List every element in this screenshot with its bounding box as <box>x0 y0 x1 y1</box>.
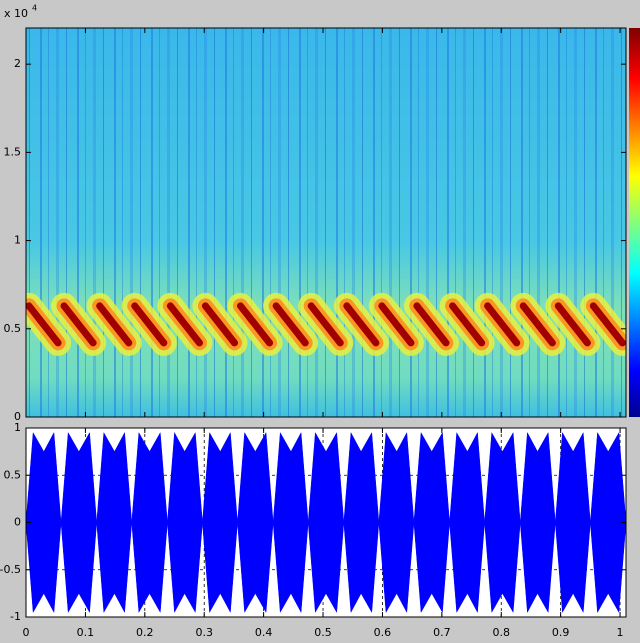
y-offset-power: 4 <box>32 4 37 13</box>
x-tick-label: 0.5 <box>314 626 332 639</box>
y-tick-label: 0 <box>14 410 21 423</box>
y-offset-text: x 10 <box>4 7 28 20</box>
x-tick-label: 0.1 <box>77 626 95 639</box>
x-tick-label: 0.3 <box>195 626 213 639</box>
x-tick-label: 0.2 <box>136 626 154 639</box>
x-tick-label: 0.7 <box>433 626 451 639</box>
y-tick-label: 0.5 <box>4 468 22 481</box>
y-tick-label: -1 <box>10 610 21 623</box>
y-tick-label: -0.5 <box>0 563 21 576</box>
y-tick-label: 1.5 <box>4 145 22 158</box>
y-tick-label: 1 <box>14 234 21 247</box>
waveform-area <box>26 431 626 523</box>
y-tick-label: 2 <box>14 57 21 70</box>
spectrogram-texture <box>26 28 626 417</box>
x-tick-label: 0.6 <box>374 626 392 639</box>
colorbar <box>629 28 640 417</box>
x-tick-label: 0.4 <box>255 626 273 639</box>
axes-box <box>25 427 627 618</box>
x-tick-label: 0 <box>23 626 30 639</box>
x-tick-label: 0.9 <box>552 626 570 639</box>
x-tick-label: 1 <box>617 626 624 639</box>
waveform-area <box>26 522 626 614</box>
waveform-plot <box>26 428 626 617</box>
spectrogram-plot <box>26 292 626 356</box>
axes-box <box>25 27 627 418</box>
y-tick-label: 1 <box>14 421 21 434</box>
y-tick-label: 0.5 <box>4 322 22 335</box>
axes: 00.511.52-1-0.500.510 0.1 0.2 0.3 0.4 0.5 0.6 0… <box>0 27 627 639</box>
x-tick-label: 0.8 <box>492 626 510 639</box>
ridge <box>26 302 626 347</box>
y-tick-label: 0 <box>14 516 21 529</box>
